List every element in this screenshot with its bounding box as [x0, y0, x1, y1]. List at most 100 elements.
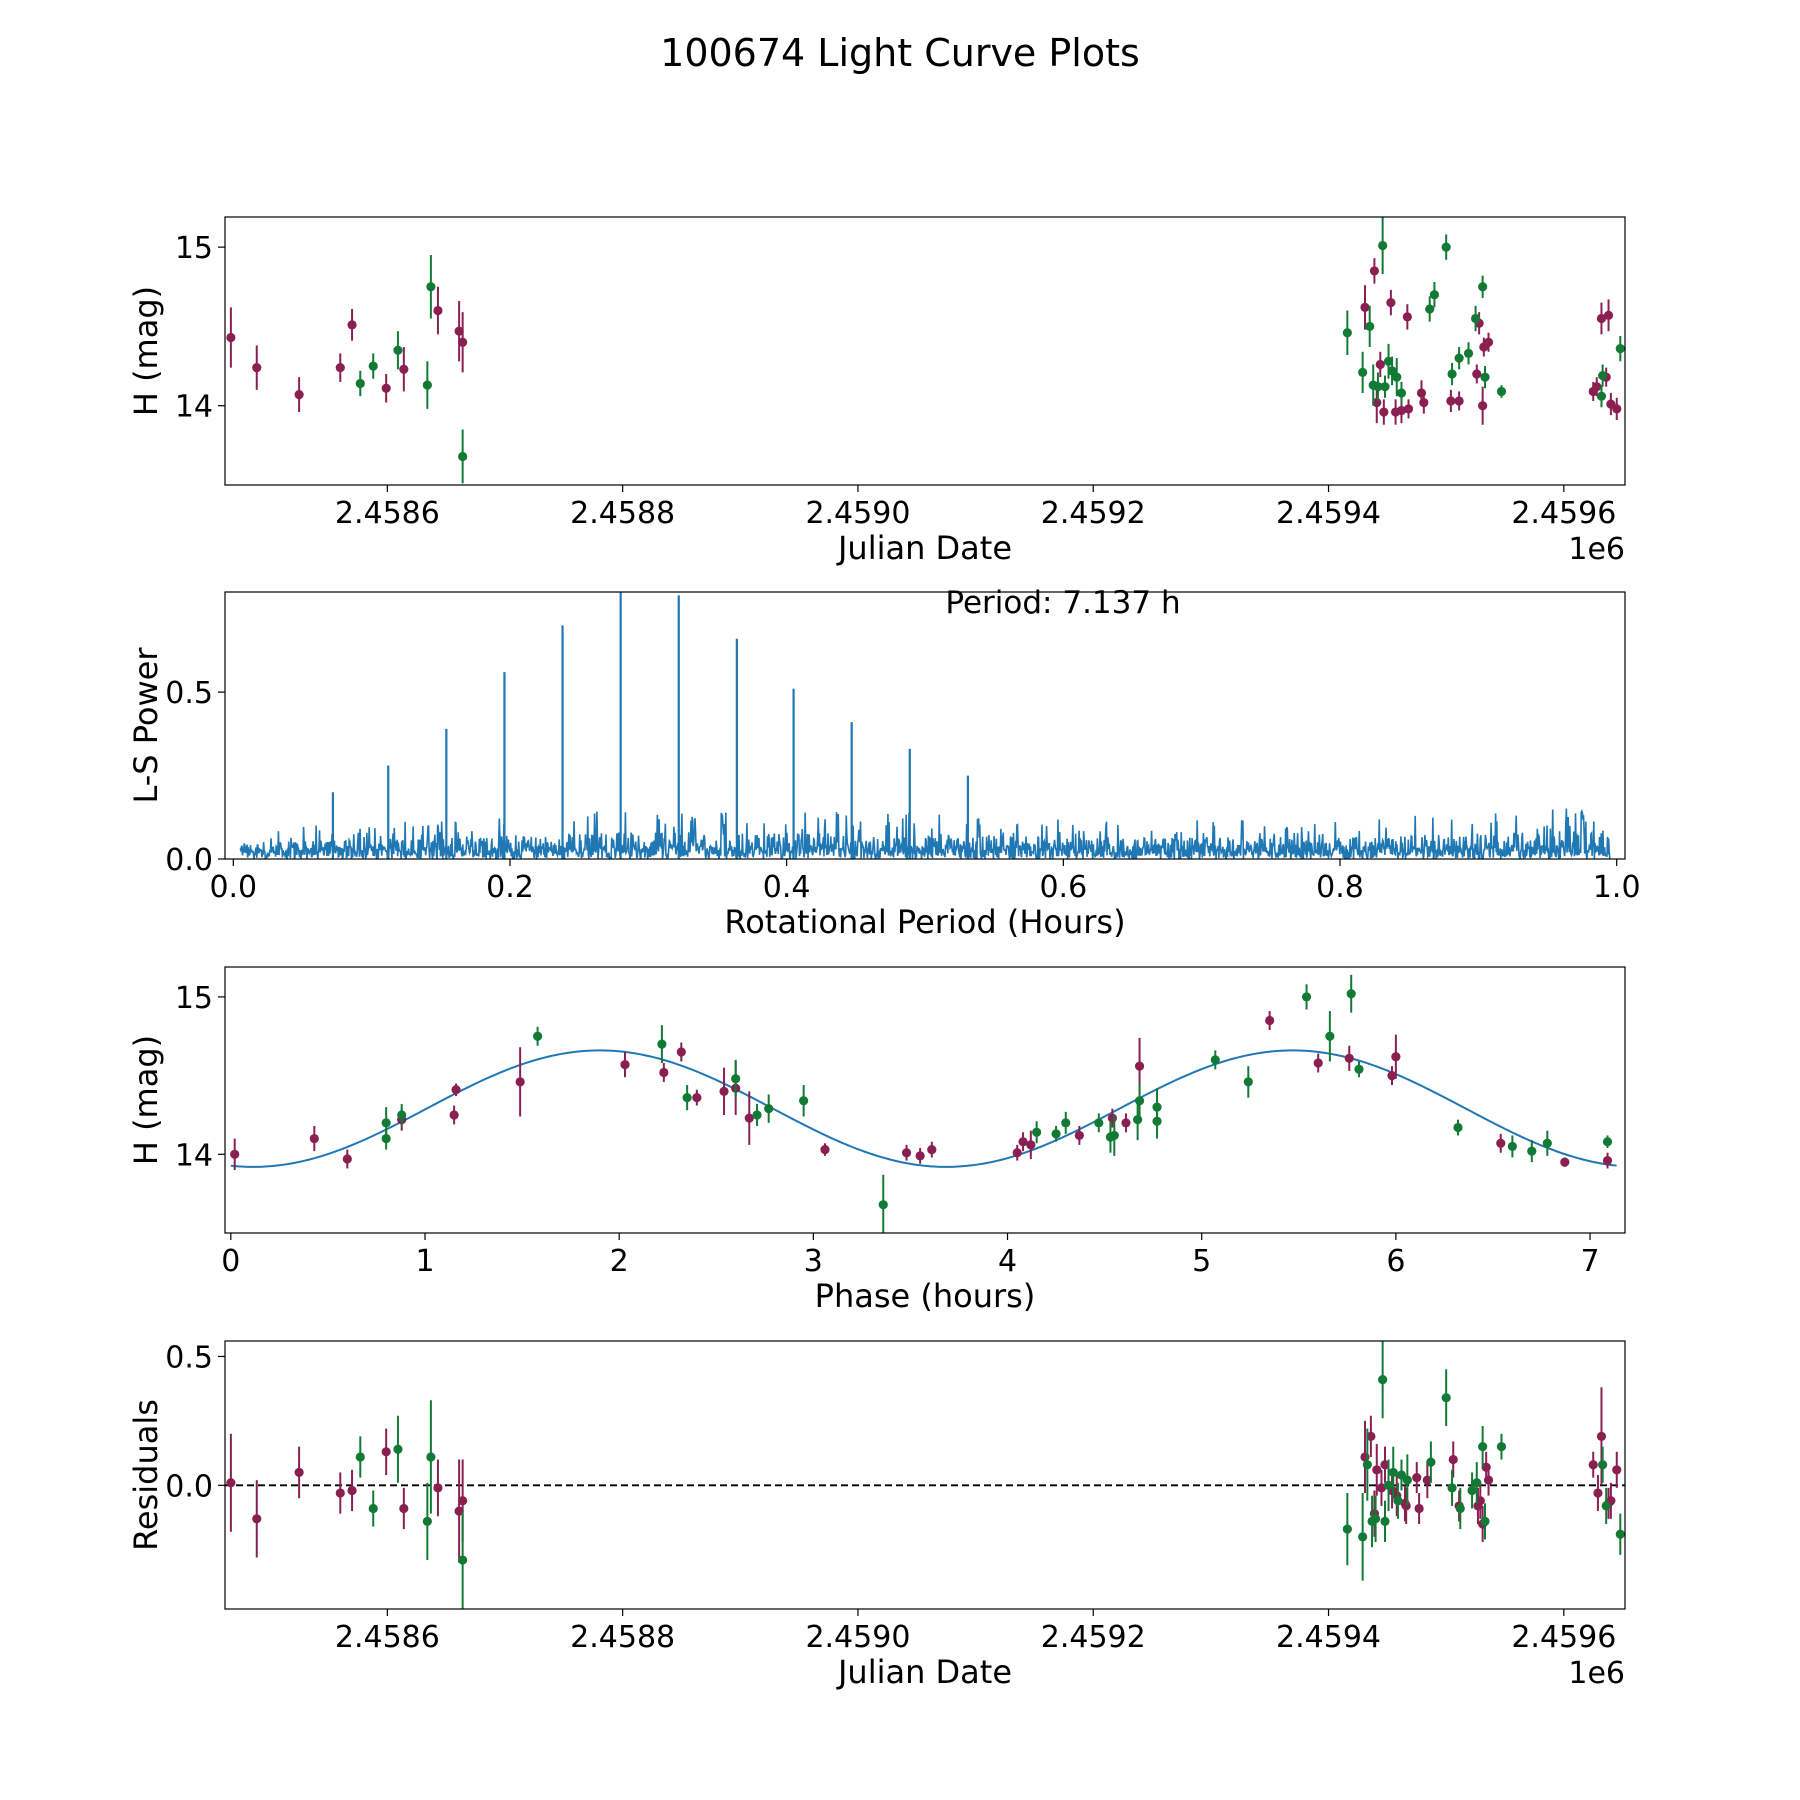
data-point	[1441, 1393, 1451, 1403]
data-point	[1402, 312, 1412, 322]
data-point	[1243, 1077, 1253, 1087]
data-point	[1475, 1496, 1485, 1506]
x-tick-label: 2.4596	[1511, 1620, 1616, 1655]
data-point	[1422, 1475, 1432, 1485]
data-point	[878, 1200, 888, 1210]
data-point	[355, 378, 365, 389]
data-point	[901, 1148, 912, 1158]
x-tick-label: 2.4594	[1276, 496, 1381, 531]
residuals-panel: 2.4586 2.4588 2.4590 2.4592 2.4594 2.4596 0.0 0…	[127, 1340, 1626, 1691]
data-point	[454, 326, 464, 336]
x-tick-label: 2.4590	[805, 1620, 910, 1655]
data-point	[1358, 1532, 1368, 1542]
period-annotation: Period: 7.137 h	[945, 585, 1180, 621]
data-point	[1602, 1155, 1613, 1166]
data-point	[458, 1496, 468, 1506]
y-axis-label: H (mag)	[127, 1035, 165, 1165]
x-tick-label: 4	[998, 1244, 1017, 1279]
data-point	[335, 363, 345, 373]
data-point	[1325, 1031, 1335, 1041]
data-point	[764, 1104, 774, 1114]
data-point	[381, 1133, 391, 1144]
data-point	[368, 1503, 378, 1514]
axes-frame	[224, 1340, 1626, 1610]
data-point	[1121, 1118, 1131, 1128]
data-point	[1012, 1148, 1022, 1158]
x-tick-label: 0.2	[486, 870, 534, 905]
data-point	[1447, 1483, 1457, 1493]
data-point	[393, 345, 403, 355]
x-tick-label: 7	[1581, 1244, 1600, 1279]
x-axis-label: Julian Date	[836, 1653, 1012, 1691]
data-point	[393, 1444, 403, 1454]
data-point	[381, 1118, 391, 1128]
data-point	[1378, 240, 1388, 251]
data-point	[620, 1059, 630, 1070]
data-point	[1366, 1431, 1376, 1441]
data-point	[1346, 989, 1356, 999]
data-point	[294, 390, 304, 400]
data-point	[1342, 328, 1352, 338]
data-point	[515, 1077, 525, 1087]
data-point	[1472, 1478, 1482, 1488]
data-point	[1380, 1460, 1390, 1470]
data-point	[1412, 1472, 1422, 1483]
data-point	[1527, 1146, 1537, 1156]
x-tick-label: 2.4592	[1041, 496, 1146, 531]
x-tick-label: 3	[804, 1244, 823, 1279]
x-tick-label: 0.6	[1039, 870, 1087, 905]
data-point	[230, 1149, 240, 1159]
data-point	[1426, 1457, 1436, 1467]
data-point	[1472, 369, 1482, 379]
data-point	[1360, 302, 1370, 312]
figure-title: 100674 Light Curve Plots	[660, 31, 1140, 75]
data-point	[1210, 1055, 1220, 1065]
data-point	[1593, 1488, 1603, 1498]
y-tick-label: 15	[175, 981, 213, 1016]
data-point	[1467, 1485, 1477, 1496]
data-point	[1380, 382, 1390, 392]
x-tick-label: 0.0	[209, 870, 257, 905]
y-tick-label: 14	[175, 1138, 213, 1173]
periodogram-noise-line	[239, 808, 1611, 859]
data-point	[1358, 367, 1368, 378]
data-point	[1354, 1064, 1364, 1074]
data-point	[1496, 1138, 1506, 1148]
data-point	[335, 1488, 345, 1498]
data-point	[1602, 1137, 1613, 1147]
data-point	[342, 1154, 352, 1164]
data-point	[752, 1110, 762, 1120]
data-point	[1588, 1460, 1598, 1470]
x-tick-label: 2.4588	[570, 496, 675, 531]
data-point	[1429, 290, 1440, 300]
data-point	[1134, 1061, 1145, 1071]
data-point	[1107, 1113, 1117, 1123]
data-point	[397, 1110, 407, 1120]
data-point	[381, 1447, 391, 1457]
data-point	[226, 332, 236, 343]
data-point	[1387, 1071, 1397, 1081]
data-point	[1133, 1115, 1143, 1125]
x-tick-label: 2.4586	[335, 496, 440, 531]
data-point	[1094, 1118, 1104, 1128]
data-point	[1344, 1053, 1354, 1063]
data-point	[433, 305, 443, 316]
data-point	[1387, 366, 1397, 376]
data-point	[1480, 1516, 1490, 1526]
y-tick-label: 15	[175, 231, 213, 266]
data-point	[1388, 1467, 1398, 1478]
data-point	[1152, 1102, 1162, 1112]
data-point	[1342, 1524, 1352, 1534]
data-point	[1386, 298, 1396, 308]
x-tick-label: 2.4594	[1276, 1620, 1381, 1655]
data-point	[399, 364, 409, 374]
data-point	[1018, 1137, 1028, 1147]
data-point	[1376, 1483, 1387, 1493]
x-axis-label: Julian Date	[836, 529, 1012, 567]
data-point	[1378, 1375, 1388, 1385]
data-point	[433, 1483, 443, 1493]
data-point	[1470, 313, 1481, 324]
data-point	[1596, 1431, 1607, 1441]
data-point	[355, 1452, 365, 1462]
